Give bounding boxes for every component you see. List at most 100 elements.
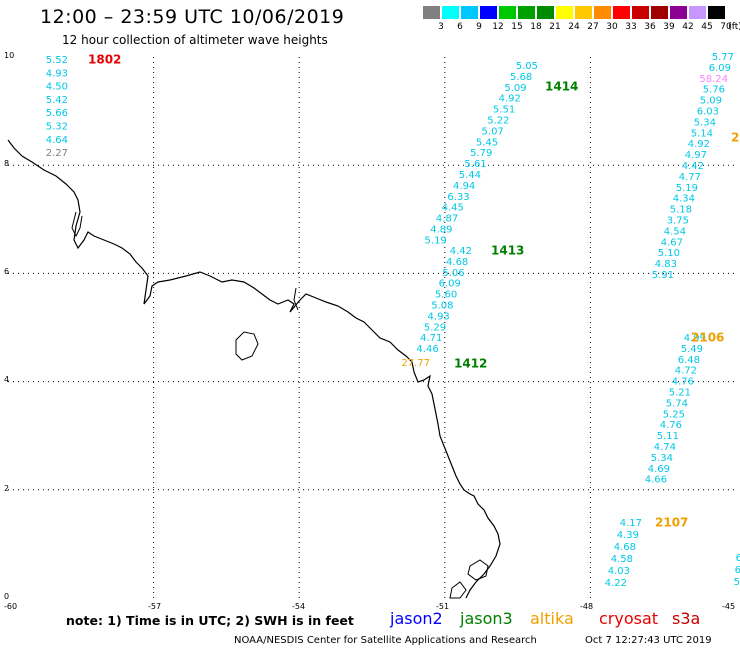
swh-value: 5.68	[510, 72, 532, 83]
swh-value: 5.25	[663, 409, 685, 420]
swh-value: 4.68	[614, 542, 636, 553]
footer-note: note: 1) Time is in UTC; 2) SWH is in fe…	[66, 613, 354, 628]
pass-time-label: 2	[731, 131, 739, 145]
swh-value: 5.11	[657, 431, 679, 442]
colorbar-swatch	[632, 6, 649, 19]
island-outline	[467, 559, 489, 581]
swh-value: 5.51	[493, 105, 515, 116]
swh-value: 5.77	[712, 52, 734, 63]
swh-value: 5.09	[504, 83, 526, 94]
swh-value: 4.76	[660, 420, 682, 431]
colorbar-swatch	[613, 6, 630, 19]
swh-value: 5	[734, 577, 740, 588]
swh-value: 5.60	[435, 290, 457, 301]
lon-tick-label: -60	[4, 602, 18, 611]
swh-value: 4.83	[655, 259, 677, 270]
swh-value: 4.69	[648, 464, 670, 475]
swh-value: 4.92	[688, 139, 710, 150]
swh-value: 58.24	[699, 74, 728, 85]
swh-value: 4.03	[608, 566, 630, 577]
swh-value: 5.06	[442, 268, 464, 279]
colorbar-swatch	[480, 6, 497, 19]
legend-item-s3a: s3a	[672, 609, 701, 628]
swh-value: 5.52	[46, 55, 68, 66]
swh-value: 4.42	[450, 246, 472, 257]
swh-value: 4.92	[499, 94, 521, 105]
lon-tick-label: -51	[436, 602, 450, 611]
swh-value: 4.93	[46, 68, 68, 79]
colorbar-swatch	[556, 6, 573, 19]
swh-value: 4.99	[684, 333, 706, 344]
swh-value: 5.05	[516, 61, 538, 72]
pass-time-label: 1412	[454, 357, 487, 371]
swh-value: 4.89	[430, 225, 452, 236]
swh-value: 4.54	[664, 226, 686, 237]
swh-value: 4.93	[428, 311, 450, 322]
swh-value: 5.61	[464, 159, 486, 170]
colorbar-swatch	[575, 6, 592, 19]
swh-value: 5.74	[666, 398, 688, 409]
swh-value: 5.76	[703, 85, 725, 96]
swh-value: 6.09	[439, 279, 461, 290]
lon-tick-label: -45	[722, 602, 736, 611]
map-subtitle: 12 hour collection of altimeter wave hei…	[62, 33, 328, 47]
legend-item-jason3: jason3	[460, 609, 513, 628]
colorbar-swatch	[708, 6, 725, 19]
colorbar-label: 18	[530, 22, 542, 32]
swh-value: 4.39	[617, 530, 639, 541]
colorbar-label: 33	[625, 22, 637, 32]
swh-value: 4.97	[685, 150, 707, 161]
pass-time-label: 2106	[691, 331, 724, 345]
swh-value: 4.72	[675, 366, 697, 377]
swh-value: 5.09	[700, 96, 722, 107]
swh-value: 4.58	[611, 554, 633, 565]
lon-tick-label: -48	[580, 602, 594, 611]
swh-value: 5.22	[487, 116, 509, 127]
colorbar-swatch	[689, 6, 706, 19]
swh-value: 5.49	[681, 344, 703, 355]
colorbar-label: 70	[720, 22, 732, 32]
swh-value: 5.08	[431, 301, 453, 312]
colorbar-label: 36	[644, 22, 656, 32]
swh-value: 4.87	[436, 214, 458, 225]
lat-tick-label: 0	[4, 592, 10, 601]
swh-value: 5.45	[476, 137, 498, 148]
swh-value: 5.79	[470, 148, 492, 159]
river-detail	[71, 211, 83, 238]
pass-time-label: 1802	[88, 53, 121, 67]
colorbar-unit: (ft)	[728, 22, 740, 32]
swh-value: 5.44	[459, 170, 481, 181]
swh-value: 5.34	[651, 453, 673, 464]
pass-time-label: 1413	[491, 244, 524, 258]
colorbar-swatch	[537, 6, 554, 19]
lat-tick-label: 2	[4, 484, 10, 493]
credit-text: NOAA/NESDIS Center for Satellite Applica…	[234, 635, 537, 646]
swh-value: 3.75	[667, 216, 689, 227]
swh-value: 5.18	[670, 205, 692, 216]
lon-tick-label: -57	[148, 602, 162, 611]
lat-tick-label: 4	[4, 375, 10, 384]
colorbar-label: 21	[549, 22, 561, 32]
pass-time-label: 2107	[655, 516, 688, 530]
colorbar-swatch	[423, 6, 440, 19]
swh-value: 5.07	[482, 126, 504, 137]
swh-value: 5.42	[46, 95, 68, 106]
swh-value: 4.76	[672, 377, 694, 388]
swh-value: 5.19	[676, 183, 698, 194]
swh-value: 5.29	[424, 322, 446, 333]
colorbar-label: 30	[606, 22, 618, 32]
colorbar-label: 27	[587, 22, 599, 32]
swh-value: 4.17	[620, 518, 642, 529]
swh-value: 6.48	[678, 355, 700, 366]
swh-value: 5.21	[669, 388, 691, 399]
swh-value: 5.14	[691, 128, 713, 139]
swh-value: 5.32	[46, 122, 68, 133]
colorbar-swatch	[461, 6, 478, 19]
lat-tick-label: 8	[4, 159, 10, 168]
colorbar-label: 24	[568, 22, 580, 32]
colorbar-swatch	[499, 6, 516, 19]
river-detail	[293, 287, 299, 311]
swh-value: 4.50	[46, 82, 68, 93]
legend-item-cryosat: cryosat	[599, 609, 659, 628]
